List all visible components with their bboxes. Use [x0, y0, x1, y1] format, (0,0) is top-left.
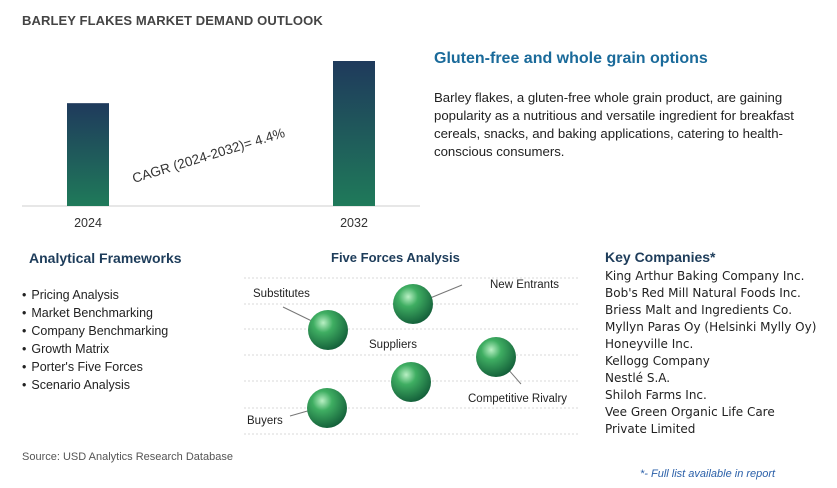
analytical-frameworks-title: Analytical Frameworks — [29, 250, 182, 266]
company-item: Briess Malt and Ingredients Co. — [605, 303, 793, 317]
cagr-annotation: CAGR (2024-2032)= 4.4% — [130, 125, 286, 186]
framework-item: Growth Matrix — [22, 340, 168, 358]
five-forces-diagram: Substitutes New Entrants Suppliers Compe… — [244, 277, 580, 435]
x-tick-label: 2024 — [74, 216, 102, 230]
buyers-label: Buyers — [247, 415, 283, 427]
substitutes-label: Substitutes — [253, 288, 310, 300]
company-item: Myllyn Paras Oy (Helsinki Mylly Oy) — [605, 320, 817, 334]
company-item: Vee Green Organic Life Care Private Limi… — [605, 405, 775, 436]
new-entrants-sphere — [393, 284, 433, 324]
analytical-frameworks-list: Pricing Analysis Market Benchmarking Com… — [22, 286, 168, 394]
five-forces-title: Five Forces Analysis — [331, 250, 460, 265]
new-entrants-label: New Entrants — [490, 279, 559, 291]
framework-item: Scenario Analysis — [22, 376, 168, 394]
bar-2032 — [333, 61, 375, 206]
full-list-footnote[interactable]: *- Full list available in report — [640, 468, 776, 480]
competitive-rivalry-label: Competitive Rivalry — [468, 393, 567, 405]
competitive-rivalry-sphere — [476, 337, 516, 377]
company-item: Honeyville Inc. — [605, 337, 694, 351]
key-companies-title: Key Companies* — [605, 249, 716, 265]
insight-body: Barley flakes, a gluten-free whole grain… — [434, 90, 794, 159]
page-title: BARLEY FLAKES MARKET DEMAND OUTLOOK — [22, 13, 323, 28]
framework-item: Porter's Five Forces — [22, 358, 168, 376]
framework-item: Pricing Analysis — [22, 286, 168, 304]
bar-2024 — [67, 103, 109, 206]
insight-title: Gluten-free and whole grain options — [434, 50, 708, 67]
key-companies-list: King Arthur Baking Company Inc. Bob's Re… — [605, 268, 820, 438]
framework-item: Company Benchmarking — [22, 322, 168, 340]
substitutes-sphere — [308, 310, 348, 350]
framework-item: Market Benchmarking — [22, 304, 168, 322]
company-item: Bob's Red Mill Natural Foods Inc. — [605, 286, 801, 300]
company-item: Nestlé S.A. — [605, 371, 671, 385]
x-tick-label: 2032 — [340, 216, 368, 230]
suppliers-label: Suppliers — [369, 339, 417, 351]
company-item: Kellogg Company — [605, 354, 710, 368]
suppliers-sphere — [391, 362, 431, 402]
buyers-sphere — [307, 388, 347, 428]
company-item: King Arthur Baking Company Inc. — [605, 269, 805, 283]
company-item: Shiloh Farms Inc. — [605, 388, 707, 402]
source-note: Source: USD Analytics Research Database — [22, 451, 233, 463]
